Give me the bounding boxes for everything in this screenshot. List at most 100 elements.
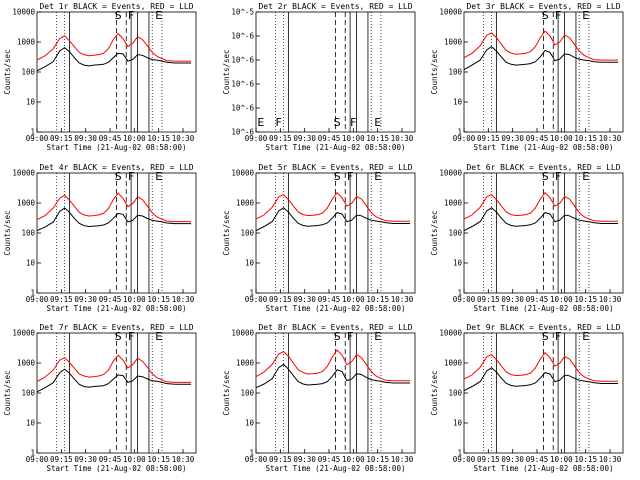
x-tick-label: 10:30 xyxy=(172,455,195,464)
y-tick-label: 10^-6 xyxy=(231,80,254,89)
x-tick-label: 09:15 xyxy=(477,295,500,304)
y-tick-label: 10 xyxy=(245,259,255,268)
x-tick-label: 09:45 xyxy=(318,295,341,304)
series-line-lld xyxy=(36,354,192,383)
x-tick-label: 09:45 xyxy=(526,455,549,464)
event-marker-label: S xyxy=(542,330,549,343)
y-tick-label: 10^-6 xyxy=(231,128,254,137)
x-tick-label: 10:15 xyxy=(574,295,597,304)
series-line-events xyxy=(36,368,192,393)
x-tick-label: 09:30 xyxy=(501,295,524,304)
panel-title: Det 8r BLACK = Events, RED = LLD xyxy=(258,323,412,332)
x-tick-label: 10:00 xyxy=(123,455,146,464)
event-marker-label: S xyxy=(115,170,122,183)
panel-title: Det 2r BLACK = Events, RED = LLD xyxy=(258,2,412,11)
event-marker-label: E xyxy=(582,170,589,183)
x-tick-label: 10:30 xyxy=(391,455,414,464)
series-line-lld xyxy=(463,191,619,222)
x-tick-label: 10:00 xyxy=(550,295,573,304)
y-tick-label: 100 xyxy=(448,229,462,238)
panel-title: Det 3r BLACK = Events, RED = LLD xyxy=(466,2,620,11)
event-marker-label: S xyxy=(542,170,549,183)
x-axis-label: Start Time (21-Aug-02 08:58:00) xyxy=(47,464,187,473)
x-tick-label: 10:30 xyxy=(599,295,622,304)
x-axis-label: Start Time (21-Aug-02 08:58:00) xyxy=(266,143,406,152)
y-tick-label: 10000 xyxy=(231,169,254,178)
y-tick-label: 1 xyxy=(30,128,35,137)
event-marker-label: F xyxy=(347,170,353,183)
y-tick-label: 1 xyxy=(457,289,462,298)
x-tick-label: 10:30 xyxy=(391,295,414,304)
y-tick-label: 10^-5 xyxy=(231,8,254,17)
event-marker-label: F xyxy=(350,116,356,129)
x-tick-label: 09:45 xyxy=(526,134,549,143)
y-tick-label: 1000 xyxy=(17,38,36,47)
x-tick-label: 10:15 xyxy=(147,134,170,143)
x-tick-label: 09:00 xyxy=(453,134,476,143)
event-marker-label: F xyxy=(347,330,353,343)
x-tick-label: 10:30 xyxy=(599,134,622,143)
x-tick-label: 09:15 xyxy=(269,295,292,304)
y-tick-label: 1000 xyxy=(444,38,463,47)
x-tick-label: 10:00 xyxy=(342,295,365,304)
x-axis-label: Start Time (21-Aug-02 08:58:00) xyxy=(47,143,187,152)
series-line-lld xyxy=(36,32,192,62)
x-tick-label: 10:15 xyxy=(366,455,389,464)
x-tick-label: 10:30 xyxy=(172,134,195,143)
event-marker-label: E xyxy=(582,9,589,22)
series-line-lld xyxy=(255,191,411,222)
event-marker-label: E xyxy=(374,330,381,343)
y-axis-label: Counts/sec xyxy=(3,370,12,415)
event-marker-label: S xyxy=(334,330,341,343)
event-marker-label: S xyxy=(115,9,122,22)
event-marker-label: S xyxy=(334,116,341,129)
y-tick-label: 10000 xyxy=(231,329,254,338)
x-tick-label: 10:00 xyxy=(342,455,365,464)
event-marker-label: F xyxy=(128,170,134,183)
x-tick-label: 09:15 xyxy=(50,295,73,304)
x-tick-label: 10:15 xyxy=(574,134,597,143)
y-tick-label: 10 xyxy=(26,98,36,107)
x-tick-label: 09:15 xyxy=(269,455,292,464)
event-marker-label: F xyxy=(555,170,561,183)
y-tick-label: 1 xyxy=(249,449,254,458)
y-tick-label: 100 xyxy=(240,229,254,238)
event-marker-label: S xyxy=(542,9,549,22)
y-tick-label: 1000 xyxy=(444,199,463,208)
x-axis-label: Start Time (21-Aug-02 08:58:00) xyxy=(266,304,406,313)
series-line-lld xyxy=(463,30,619,61)
y-tick-label: 1000 xyxy=(17,359,36,368)
x-tick-label: 09:15 xyxy=(477,134,500,143)
event-marker-label: F xyxy=(128,330,134,343)
event-marker-label: E xyxy=(155,170,162,183)
y-axis-label: Counts/sec xyxy=(430,49,439,94)
y-tick-label: 100 xyxy=(21,229,35,238)
x-tick-label: 09:30 xyxy=(74,134,97,143)
y-tick-label: 1 xyxy=(30,289,35,298)
x-tick-label: 10:30 xyxy=(172,295,195,304)
x-tick-label: 10:00 xyxy=(550,455,573,464)
panel-title: Det 7r BLACK = Events, RED = LLD xyxy=(39,323,193,332)
x-tick-label: 10:00 xyxy=(123,295,146,304)
series-line-events xyxy=(255,207,411,232)
series-line-events xyxy=(463,367,619,392)
y-axis-label: Counts/sec xyxy=(222,49,231,94)
y-tick-label: 10 xyxy=(453,419,463,428)
y-tick-label: 1 xyxy=(249,289,254,298)
x-tick-label: 09:30 xyxy=(74,295,97,304)
x-tick-label: 09:00 xyxy=(26,134,49,143)
y-tick-label: 10 xyxy=(26,259,36,268)
x-tick-label: 09:45 xyxy=(318,455,341,464)
x-tick-label: 09:45 xyxy=(99,134,122,143)
event-marker-label: E xyxy=(582,330,589,343)
event-marker-label: S xyxy=(115,330,122,343)
x-tick-label: 09:00 xyxy=(245,295,268,304)
event-marker-label: F xyxy=(555,330,561,343)
y-tick-label: 100 xyxy=(21,68,35,77)
